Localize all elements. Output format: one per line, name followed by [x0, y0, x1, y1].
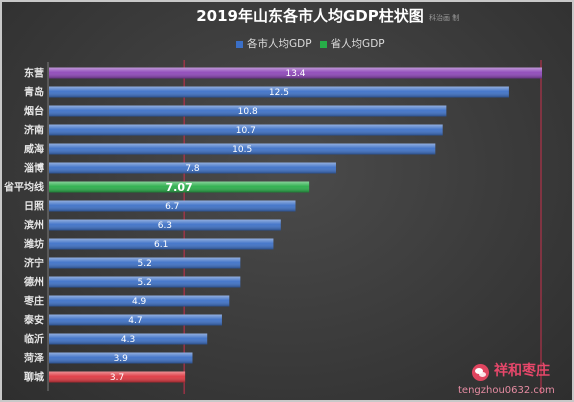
bar-highlight [49, 352, 193, 364]
value-label: 7.07 [165, 181, 192, 194]
bar-highlight [49, 371, 186, 383]
value-label: 12.5 [269, 88, 289, 98]
category-label: 泰安 [23, 314, 44, 327]
category-label: 菏泽 [24, 352, 44, 365]
value-label: 10.7 [236, 126, 256, 136]
bar-highlight [49, 124, 443, 136]
wechat-icon [472, 364, 489, 381]
bar-highlight [49, 295, 230, 307]
category-label: 枣庄 [23, 295, 44, 308]
value-label: 7.8 [185, 164, 200, 174]
category-label: 烟台 [24, 105, 44, 118]
bar-highlight [49, 238, 274, 250]
category-label: 威海 [24, 143, 44, 156]
bar-highlight [49, 219, 281, 231]
value-label: 5.2 [137, 259, 151, 269]
category-label: 德州 [23, 276, 44, 289]
value-label: 3.7 [110, 373, 124, 383]
chart-credit: 科治画 制 [429, 14, 460, 22]
bar-highlight [49, 86, 509, 98]
value-label: 6.3 [158, 221, 172, 231]
category-label: 聊城 [24, 371, 44, 384]
watermark-site: tengzhou0632.com [458, 385, 555, 396]
legend-label-city: 各市人均GDP [247, 38, 312, 50]
value-label: 6.1 [154, 240, 168, 250]
category-label: 日照 [24, 201, 44, 213]
legend-item-city: 各市人均GDP [236, 37, 312, 51]
bar-highlight [49, 333, 208, 345]
category-label: 济南 [24, 124, 44, 137]
category-label: 临沂 [24, 333, 44, 346]
legend-item-province: 省人均GDP [319, 37, 385, 51]
legend: 各市人均GDP 省人均GDP [236, 37, 393, 51]
chat-bubble-shape [475, 368, 483, 374]
category-label: 滨州 [24, 219, 44, 232]
category-label: 青岛 [24, 86, 44, 99]
legend-swatch-city [236, 40, 243, 48]
bar-highlight [49, 162, 336, 174]
value-label: 5.2 [137, 278, 151, 288]
category-label: 淄博 [24, 162, 44, 175]
bar-highlight [49, 314, 222, 326]
chat-bubble-shape [479, 372, 486, 377]
value-label: 6.7 [165, 202, 179, 212]
value-label: 10.5 [232, 145, 252, 155]
category-label: 潍坊 [24, 238, 44, 251]
bar-highlight [49, 200, 296, 212]
bar-highlight [49, 143, 436, 155]
bar-highlight [49, 67, 542, 79]
value-label: 13.4 [285, 69, 305, 79]
category-label: 济宁 [24, 257, 44, 270]
bar-highlight [49, 276, 241, 288]
value-label: 3.9 [114, 354, 129, 364]
legend-swatch-province [319, 40, 327, 48]
bar-highlight [49, 257, 241, 269]
value-label: 10.8 [238, 107, 258, 117]
category-label: 东营 [24, 67, 44, 80]
value-label: 4.7 [128, 316, 142, 326]
value-label: 4.9 [132, 297, 147, 307]
watermark-brand: 祥和枣庄 [494, 363, 550, 379]
chart-title: 2019年山东各市人均GDP柱状图 [196, 7, 424, 25]
bar-highlight [49, 105, 447, 117]
value-label: 4.3 [121, 335, 135, 345]
legend-label-province: 省人均GDP [330, 38, 385, 50]
bar-highlight [49, 181, 310, 193]
category-label: 省平均线 [3, 181, 44, 194]
